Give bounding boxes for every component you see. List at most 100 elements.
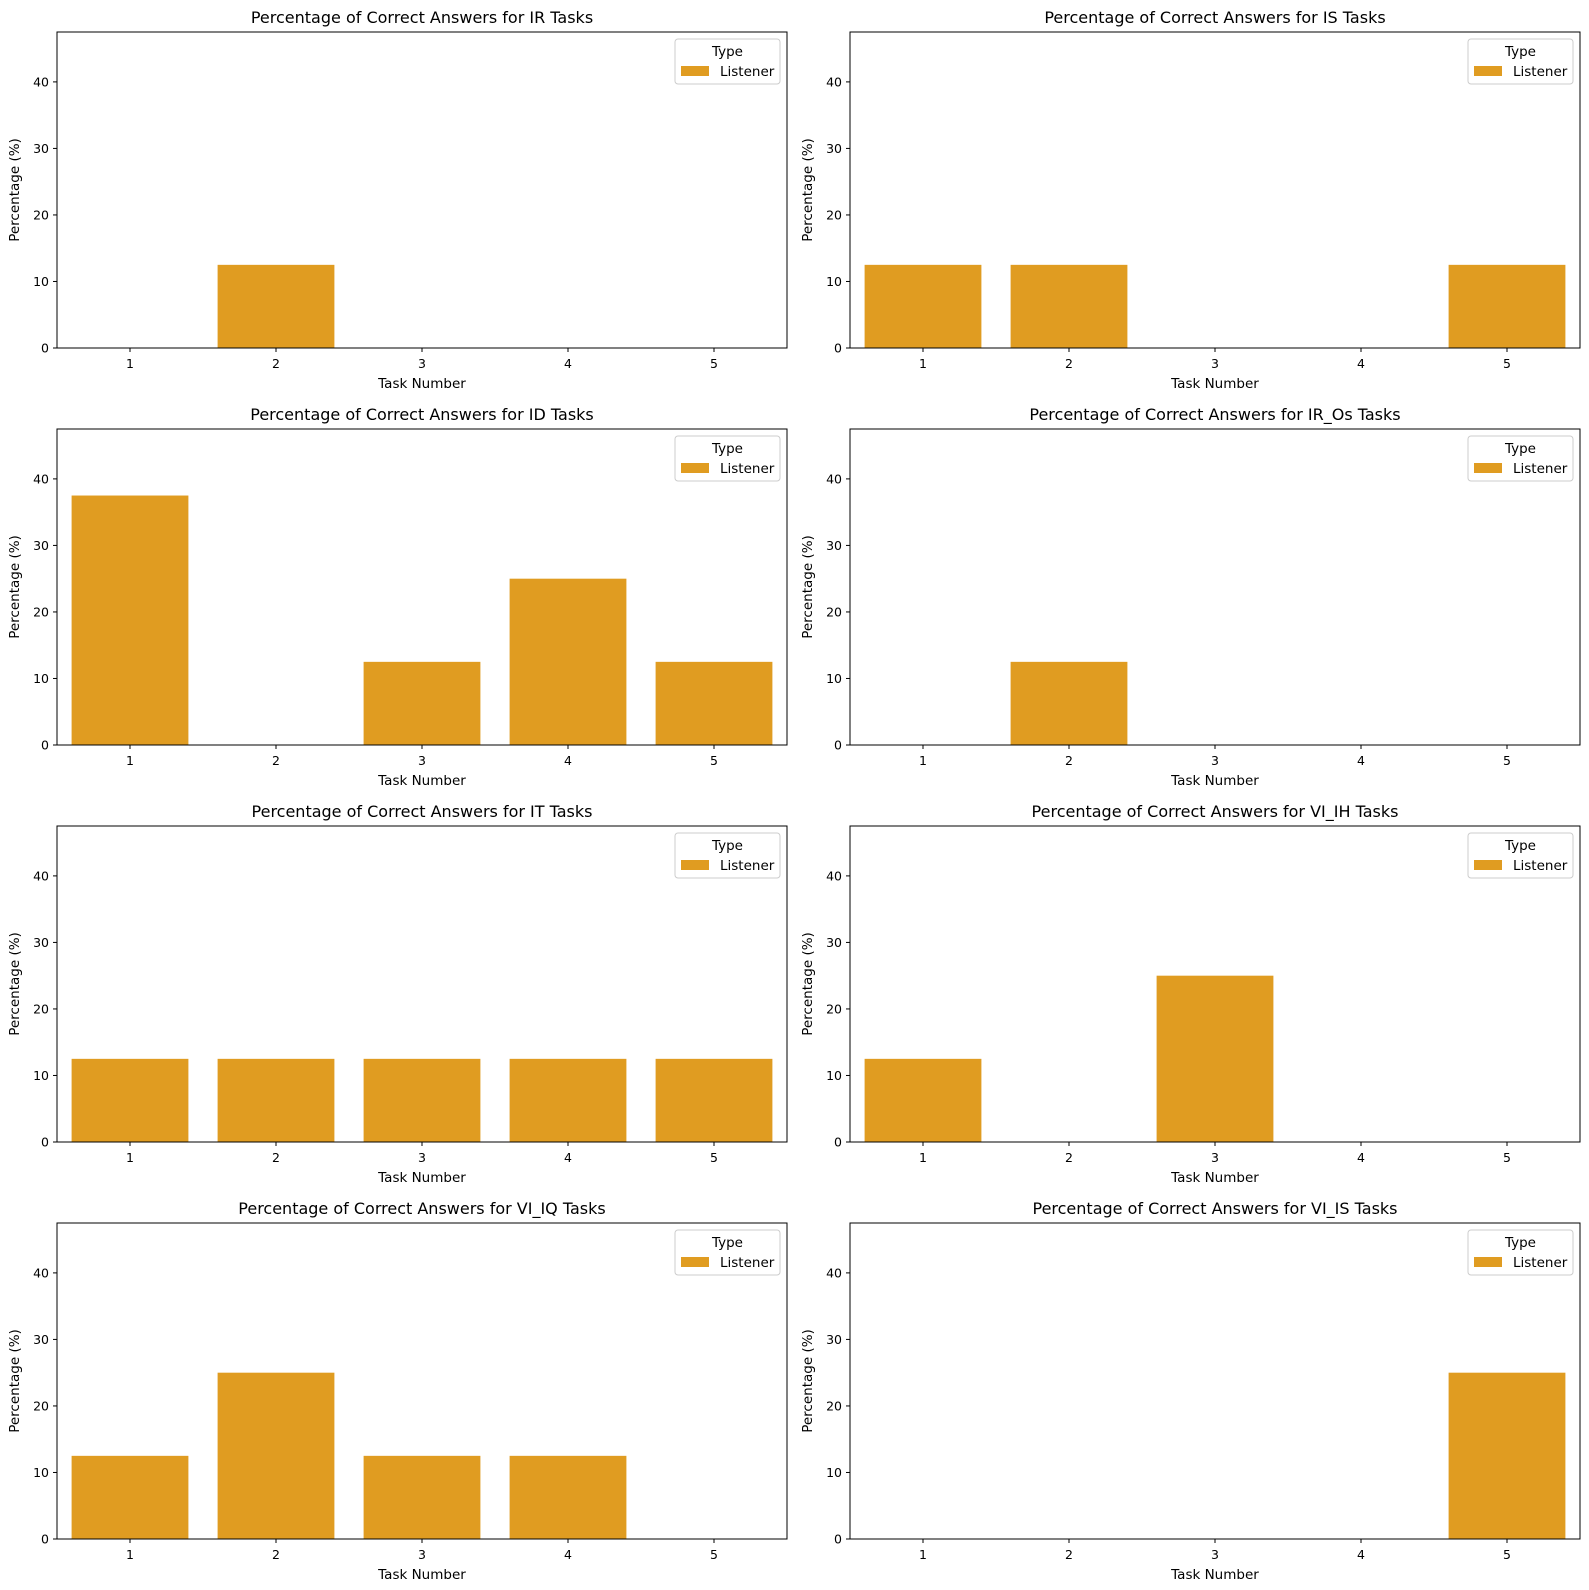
chart-title: Percentage of Correct Answers for IS Tas… <box>1044 8 1385 27</box>
bar <box>655 661 773 745</box>
legend-title: Type <box>711 441 743 457</box>
legend-title: Type <box>1504 44 1536 60</box>
legend-title: Type <box>711 1235 743 1251</box>
y-axis-label: Percentage (%) <box>800 932 816 1036</box>
x-tick-label: 3 <box>418 753 426 768</box>
y-tick-label: 40 <box>33 74 49 89</box>
y-tick-label: 20 <box>33 207 49 222</box>
legend-swatch <box>1474 1257 1502 1267</box>
x-tick-label: 1 <box>126 1547 134 1562</box>
x-tick-label: 1 <box>919 753 927 768</box>
y-tick-label: 10 <box>826 274 842 289</box>
legend-swatch <box>681 860 709 870</box>
y-tick-label: 10 <box>33 1068 49 1083</box>
x-tick-label: 4 <box>564 356 572 371</box>
x-tick-label: 3 <box>418 1547 426 1562</box>
x-tick-label: 3 <box>1211 1547 1219 1562</box>
x-tick-label: 1 <box>126 753 134 768</box>
y-tick-label: 30 <box>826 141 842 156</box>
bar <box>363 1455 481 1539</box>
legend-swatch <box>1474 66 1502 76</box>
x-tick-label: 5 <box>710 753 718 768</box>
y-tick-label: 10 <box>826 1068 842 1083</box>
x-axis-label: Task Number <box>1170 376 1259 392</box>
y-tick-label: 40 <box>826 74 842 89</box>
y-tick-label: 0 <box>834 1135 842 1150</box>
y-tick-label: 20 <box>826 1398 842 1413</box>
legend-swatch <box>1474 860 1502 870</box>
bar <box>71 1455 189 1539</box>
legend-label: Listener <box>1513 858 1568 874</box>
x-tick-label: 4 <box>564 1150 572 1165</box>
x-tick-label: 4 <box>1357 1547 1365 1562</box>
y-tick-label: 40 <box>33 471 49 486</box>
y-tick-label: 20 <box>33 604 49 619</box>
chart-title: Percentage of Correct Answers for IT Tas… <box>252 802 593 821</box>
x-tick-label: 3 <box>1211 753 1219 768</box>
y-tick-label: 40 <box>33 1265 49 1280</box>
chart-title: Percentage of Correct Answers for IR_Os … <box>1029 405 1400 425</box>
legend-title: Type <box>711 44 743 60</box>
y-tick-label: 20 <box>33 1398 49 1413</box>
bar <box>363 1058 481 1142</box>
legend-swatch <box>681 66 709 76</box>
x-tick-label: 3 <box>418 356 426 371</box>
y-tick-label: 0 <box>41 341 49 356</box>
x-axis-label: Task Number <box>1170 1170 1259 1186</box>
bar <box>509 1455 627 1539</box>
x-tick-label: 2 <box>1065 753 1073 768</box>
x-tick-label: 2 <box>1065 1150 1073 1165</box>
x-tick-label: 4 <box>564 753 572 768</box>
legend-swatch <box>681 463 709 473</box>
bar <box>655 1058 773 1142</box>
x-tick-label: 4 <box>1357 753 1365 768</box>
y-tick-label: 20 <box>826 604 842 619</box>
bar <box>217 264 335 348</box>
y-tick-label: 30 <box>33 141 49 156</box>
x-axis-label: Task Number <box>377 773 466 789</box>
bar <box>509 578 627 745</box>
chart-title: Percentage of Correct Answers for ID Tas… <box>250 405 594 424</box>
subplot: Percentage of Correct Answers for IT Tas… <box>7 802 788 1186</box>
x-tick-label: 2 <box>272 356 280 371</box>
bar <box>1448 1372 1566 1539</box>
y-axis-label: Percentage (%) <box>800 535 816 639</box>
x-tick-label: 5 <box>1503 1547 1511 1562</box>
bar <box>864 264 982 348</box>
y-tick-label: 20 <box>826 207 842 222</box>
y-tick-label: 30 <box>33 1332 49 1347</box>
y-tick-label: 40 <box>826 471 842 486</box>
subplot: Percentage of Correct Answers for VI_IS … <box>800 1199 1581 1583</box>
y-tick-label: 40 <box>826 1265 842 1280</box>
y-axis-label: Percentage (%) <box>800 138 816 242</box>
legend-title: Type <box>1504 441 1536 457</box>
x-tick-label: 1 <box>919 356 927 371</box>
x-tick-label: 2 <box>272 1150 280 1165</box>
x-axis-label: Task Number <box>1170 773 1259 789</box>
bar <box>1156 975 1274 1142</box>
legend-title: Type <box>1504 838 1536 854</box>
y-tick-label: 30 <box>826 935 842 950</box>
bar <box>1010 661 1128 745</box>
y-axis-label: Percentage (%) <box>7 1329 23 1433</box>
x-tick-label: 1 <box>919 1547 927 1562</box>
y-tick-label: 10 <box>33 274 49 289</box>
y-tick-label: 0 <box>834 738 842 753</box>
y-tick-label: 10 <box>33 671 49 686</box>
y-tick-label: 30 <box>826 538 842 553</box>
y-tick-label: 0 <box>41 1532 49 1547</box>
bar <box>509 1058 627 1142</box>
x-tick-label: 5 <box>1503 356 1511 371</box>
x-tick-label: 2 <box>1065 356 1073 371</box>
x-tick-label: 5 <box>710 356 718 371</box>
bar <box>71 1058 189 1142</box>
bar <box>217 1058 335 1142</box>
legend-label: Listener <box>1513 461 1568 477</box>
subplot: Percentage of Correct Answers for IS Tas… <box>800 8 1581 392</box>
x-axis-label: Task Number <box>377 1170 466 1186</box>
x-axis-label: Task Number <box>1170 1567 1259 1583</box>
y-tick-label: 40 <box>33 868 49 883</box>
x-tick-label: 2 <box>272 753 280 768</box>
x-tick-label: 5 <box>710 1150 718 1165</box>
chart-title: Percentage of Correct Answers for VI_IS … <box>1032 1199 1397 1219</box>
